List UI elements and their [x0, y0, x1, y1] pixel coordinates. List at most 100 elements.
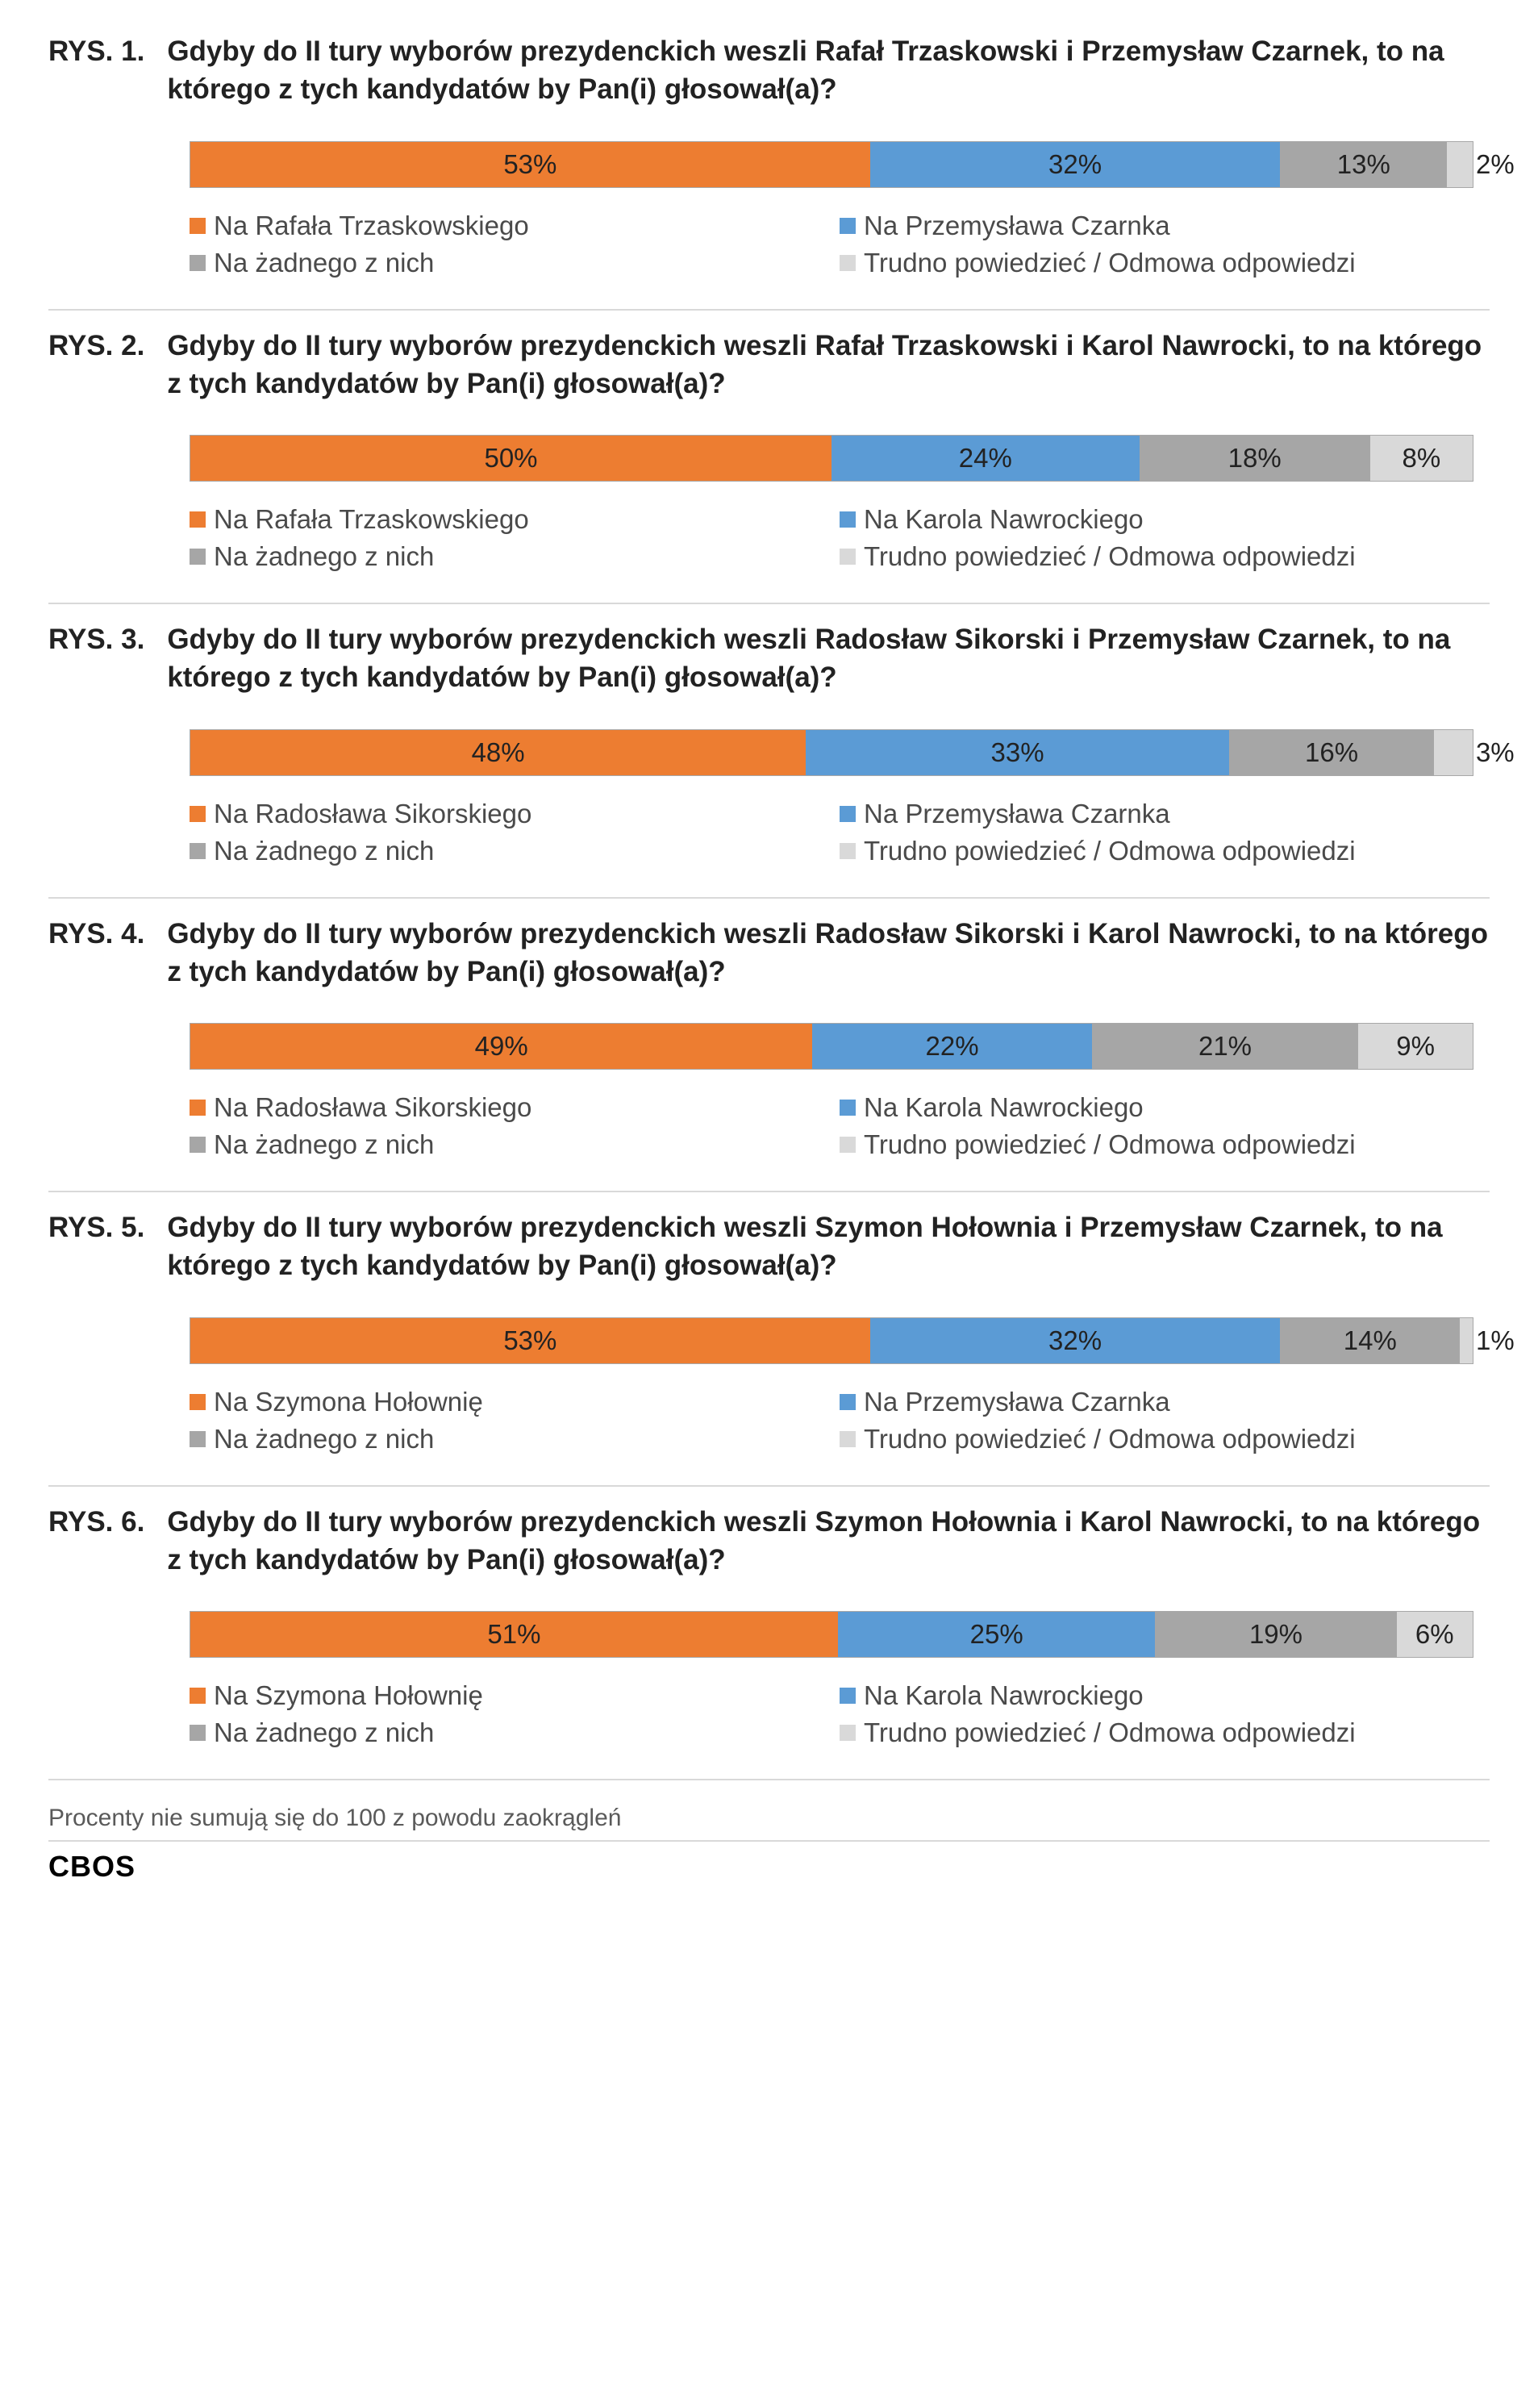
legend-item: Na Przemysława Czarnka [840, 211, 1473, 241]
legend-label: Trudno powiedzieć / Odmowa odpowiedzi [864, 1717, 1356, 1748]
legend-swatch-icon [190, 218, 206, 234]
bar-segment-label: 33% [991, 737, 1044, 768]
bar-segment: 19% [1155, 1612, 1396, 1657]
figure: RYS. 2.Gdyby do II tury wyborów prezyden… [48, 311, 1490, 605]
figure-tag: RYS. 3. [48, 620, 144, 697]
figure-question: Gdyby do II tury wyborów prezydenckich w… [167, 1208, 1490, 1285]
figure: RYS. 6. Gdyby do II tury wyborów prezyden… [48, 1487, 1490, 1781]
legend-swatch-icon [840, 511, 856, 528]
figure-tag: RYS. 6. [48, 1503, 144, 1580]
bar-segment-label: 50% [484, 443, 537, 474]
bar-segment: 1% [1460, 1318, 1473, 1363]
legend-swatch-icon [190, 1688, 206, 1704]
bar-segment: 53% [190, 1318, 870, 1363]
legend-swatch-icon [190, 843, 206, 859]
bar-segment-label: 53% [503, 149, 556, 180]
bar-segment-label: 19% [1249, 1619, 1303, 1650]
legend-label: Trudno powiedzieć / Odmowa odpowiedzi [864, 1129, 1356, 1160]
stacked-bar: 48%33%16%3% [190, 729, 1473, 776]
legend-label: Na Karola Nawrockiego [864, 1092, 1144, 1123]
bar-segment-label: 51% [487, 1619, 540, 1650]
legend-swatch-icon [840, 806, 856, 822]
legend-swatch-icon [840, 843, 856, 859]
bar-segment: 14% [1280, 1318, 1460, 1363]
legend-label: Na Karola Nawrockiego [864, 504, 1144, 535]
figure-header: RYS. 5. Gdyby do II tury wyborów prezyden… [48, 1208, 1490, 1285]
legend: Na Radosława Sikorskiego Na Karola Nawroc… [190, 1092, 1473, 1160]
bar-segment: 32% [870, 1318, 1281, 1363]
stacked-bar: 49%22%21%9% [190, 1023, 1473, 1070]
legend-item: Na Przemysława Czarnka [840, 799, 1473, 829]
figure-question: Gdyby do II tury wyborów prezydenckich w… [167, 32, 1490, 109]
legend-swatch-icon [190, 511, 206, 528]
bar-segment: 9% [1358, 1024, 1473, 1069]
bar-segment: 3% [1434, 730, 1473, 775]
legend-swatch-icon [190, 549, 206, 565]
legend-item: Trudno powiedzieć / Odmowa odpowiedzi [840, 836, 1473, 866]
legend-swatch-icon [190, 1137, 206, 1153]
legend-swatch-icon [840, 255, 856, 271]
bar-segment-label: 8% [1403, 443, 1441, 474]
bar-segment-label: 22% [926, 1031, 979, 1062]
legend-swatch-icon [840, 1688, 856, 1704]
legend-item: Na Przemysława Czarnka [840, 1387, 1473, 1417]
legend-label: Na żadnego z nich [214, 248, 434, 278]
legend-item: Trudno powiedzieć / Odmowa odpowiedzi [840, 248, 1473, 278]
legend-item: Na żadnego z nich [190, 248, 823, 278]
figure: RYS. 1. Gdyby do II tury wyborów prezyden… [48, 32, 1490, 311]
bar-segment: 53% [190, 142, 870, 187]
bar-segment: 24% [832, 436, 1140, 481]
legend-label: Na Rafała Trzaskowskiego [214, 211, 529, 241]
rounding-footnote: Procenty nie sumują się do 100 z powodu … [48, 1805, 1490, 1832]
legend-swatch-icon [190, 806, 206, 822]
bar-segment-label: 2% [1476, 149, 1515, 180]
figure-header: RYS. 3.Gdyby do II tury wyborów prezyden… [48, 620, 1490, 697]
figure-tag: RYS. 5. [48, 1208, 144, 1285]
bar-segment: 49% [190, 1024, 812, 1069]
legend-label: Trudno powiedzieć / Odmowa odpowiedzi [864, 836, 1356, 866]
poll-figures-root: RYS. 1. Gdyby do II tury wyborów prezyden… [48, 32, 1490, 1780]
bar-segment-label: 25% [970, 1619, 1023, 1650]
legend-item: Na Radosława Sikorskiego [190, 1092, 823, 1123]
figure: RYS. 4.Gdyby do II tury wyborów prezyden… [48, 899, 1490, 1193]
stacked-bar: 51% 25% 19% 6% [190, 1611, 1473, 1658]
figure-tag: RYS. 1. [48, 32, 144, 109]
legend-swatch-icon [190, 1725, 206, 1741]
bar-segment: 48% [190, 730, 806, 775]
bar-segment-label: 53% [503, 1325, 556, 1356]
legend-label: Na Radosława Sikorskiego [214, 1092, 531, 1123]
bar-segment: 2% [1447, 142, 1473, 187]
legend-item: Trudno powiedzieć / Odmowa odpowiedzi [840, 1129, 1473, 1160]
bar-segment-label: 9% [1396, 1031, 1435, 1062]
figure-header: RYS. 1. Gdyby do II tury wyborów prezyden… [48, 32, 1490, 109]
figure-header: RYS. 6. Gdyby do II tury wyborów prezyden… [48, 1503, 1490, 1580]
bar-segment: 33% [806, 730, 1229, 775]
bar-segment: 51% [190, 1612, 838, 1657]
legend-label: Na Przemysława Czarnka [864, 211, 1170, 241]
bar-segment-label: 18% [1228, 443, 1282, 474]
legend: Na Szymona Hołownię Na Karola Nawrockiego… [190, 1680, 1473, 1748]
figure: RYS. 3.Gdyby do II tury wyborów prezyden… [48, 604, 1490, 899]
legend-swatch-icon [190, 1100, 206, 1116]
legend-item: Na żadnego z nich [190, 1129, 823, 1160]
legend-item: Na żadnego z nich [190, 541, 823, 572]
chart-area: 51% 25% 19% 6% Na Szymona Hołownię Na Karola … [190, 1611, 1473, 1748]
legend-swatch-icon [840, 1431, 856, 1447]
bar-segment-label: 32% [1048, 1325, 1102, 1356]
legend-label: Trudno powiedzieć / Odmowa odpowiedzi [864, 541, 1356, 572]
bar-segment: 50% [190, 436, 832, 481]
legend-item: Na Karola Nawrockiego [840, 1680, 1473, 1711]
legend-item: Na żadnego z nich [190, 836, 823, 866]
bar-segment: 8% [1370, 436, 1473, 481]
legend-label: Na Karola Nawrockiego [864, 1680, 1144, 1711]
legend-item: Na Szymona Hołownię [190, 1680, 823, 1711]
bar-segment: 22% [812, 1024, 1091, 1069]
legend-item: Na Karola Nawrockiego [840, 504, 1473, 535]
figure-question: Gdyby do II tury wyborów prezydenckich w… [167, 1503, 1490, 1580]
legend-item: Na żadnego z nich [190, 1717, 823, 1748]
legend-swatch-icon [190, 1431, 206, 1447]
legend-label: Na Radosława Sikorskiego [214, 799, 531, 829]
bar-segment-label: 6% [1415, 1619, 1454, 1650]
stacked-bar: 53% 32% 14%1% [190, 1317, 1473, 1364]
legend-label: Na żadnego z nich [214, 1129, 434, 1160]
